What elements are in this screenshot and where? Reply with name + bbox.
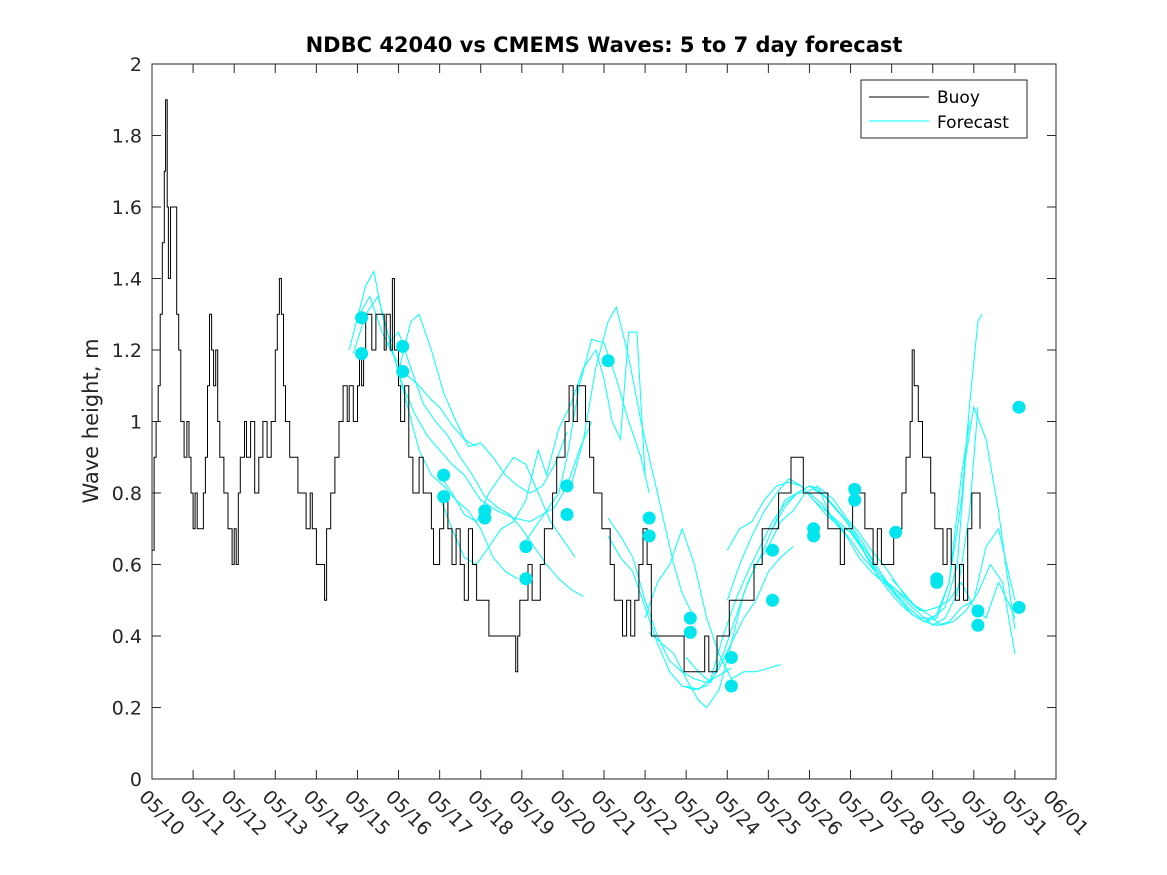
forecast-point	[766, 543, 779, 557]
forecast-point	[560, 508, 574, 521]
forecast-point	[642, 529, 656, 543]
y-tick-label: 1.4	[112, 269, 142, 291]
x-tick-label: 05/20	[545, 786, 599, 840]
x-tick-label: 05/11	[176, 786, 230, 840]
x-tick-label: 05/12	[217, 786, 271, 840]
forecast-point	[848, 482, 862, 496]
legend: Buoy Forecast	[860, 79, 1028, 139]
forecast-point	[848, 493, 862, 507]
buoy-line	[152, 99, 981, 673]
forecast-line	[357, 295, 477, 447]
forecast-point	[560, 479, 574, 493]
axis-ticks	[151, 63, 1057, 780]
y-tick-label: 0.8	[112, 483, 142, 505]
y-tick-label: 1	[130, 412, 142, 434]
forecast-point	[355, 347, 369, 361]
forecast-line	[644, 527, 781, 680]
forecast-line	[521, 338, 650, 547]
y-tick-label: 1.8	[112, 126, 142, 148]
forecast-point	[724, 651, 738, 664]
chart-title: NDBC 42040 vs CMEMS Waves: 5 to 7 day fo…	[306, 33, 903, 57]
y-tick-label: 0.6	[112, 555, 142, 577]
forecast-point	[807, 529, 821, 543]
x-tick-label: 05/23	[669, 786, 723, 840]
forecast-point	[478, 511, 492, 525]
x-tick-label: 05/17	[422, 786, 476, 840]
x-tick-label: 05/14	[299, 786, 353, 840]
forecast-point	[971, 618, 985, 632]
forecast-point	[437, 468, 451, 482]
forecast-point	[683, 611, 697, 625]
forecast-line	[607, 535, 794, 691]
x-tick-label: 05/16	[381, 786, 435, 840]
forecast-point	[889, 525, 903, 539]
x-tick-label: 05/10	[134, 786, 188, 840]
forecast-line	[385, 331, 584, 598]
x-tick-label: 05/27	[833, 786, 887, 840]
forecast-line	[398, 313, 568, 494]
forecast-point	[1012, 600, 1026, 614]
y-tick-label: 0	[130, 769, 142, 791]
x-tick-label: 05/29	[915, 786, 969, 840]
forecast-line	[570, 305, 695, 619]
x-tick-label: 05/22	[628, 786, 682, 840]
y-tick-label: 1.6	[112, 197, 142, 219]
forecast-point	[683, 625, 697, 639]
forecast-line	[772, 405, 1016, 629]
x-tick-label: 05/15	[340, 786, 394, 840]
legend-buoy-label: Buoy	[937, 88, 980, 108]
forecast-point	[930, 575, 944, 589]
x-tick-labels: 05/1005/1105/1205/1305/1405/1505/1605/17…	[134, 786, 1092, 840]
forecast-line	[813, 488, 1016, 619]
forecast-point	[1012, 400, 1026, 414]
x-tick-label: 05/26	[792, 786, 846, 840]
x-tick-label: 06/01	[1038, 786, 1092, 840]
legend-box	[860, 79, 1028, 139]
forecast-point	[971, 604, 985, 618]
forecast-line	[726, 314, 983, 623]
y-tick-label: 1.2	[112, 340, 142, 362]
y-tick-label: 2	[130, 54, 142, 76]
forecast-point	[396, 365, 410, 378]
forecast-line	[891, 563, 1016, 654]
forecast-line	[352, 295, 593, 523]
forecast-point	[396, 339, 410, 353]
y-tick-label: 0.4	[112, 626, 142, 648]
x-tick-label: 05/21	[586, 786, 640, 840]
forecast-line	[348, 269, 518, 580]
forecast-dots	[355, 311, 1026, 693]
forecast-point	[519, 572, 533, 586]
forecast-line	[439, 331, 646, 566]
forecast-point	[519, 540, 533, 554]
forecast-point	[601, 354, 615, 368]
forecast-point	[355, 311, 369, 325]
forecast-line	[726, 421, 971, 623]
x-tick-label: 05/13	[258, 786, 312, 840]
x-tick-label: 05/24	[710, 786, 764, 840]
y-tick-labels: 0 0.2 0.4 0.6 0.8 1 1.2 1.4 1.6 1.8 2	[112, 54, 142, 791]
forecast-line	[850, 527, 1016, 626]
forecast-point	[766, 593, 779, 607]
plot-lines	[152, 99, 1016, 709]
x-tick-label: 05/18	[463, 786, 517, 840]
x-tick-label: 05/19	[504, 786, 558, 840]
y-tick-label: 0.2	[112, 698, 142, 720]
x-tick-label: 05/25	[751, 786, 805, 840]
x-tick-label: 05/30	[956, 786, 1010, 840]
x-tick-label: 05/28	[874, 786, 928, 840]
x-tick-label: 05/31	[997, 786, 1051, 840]
forecast-point	[642, 511, 656, 525]
forecast-line	[685, 485, 921, 684]
y-axis-label: Wave height, m	[79, 338, 103, 503]
legend-forecast-label: Forecast	[937, 113, 1009, 133]
forecast-point	[724, 679, 738, 693]
forecast-point	[437, 490, 451, 504]
